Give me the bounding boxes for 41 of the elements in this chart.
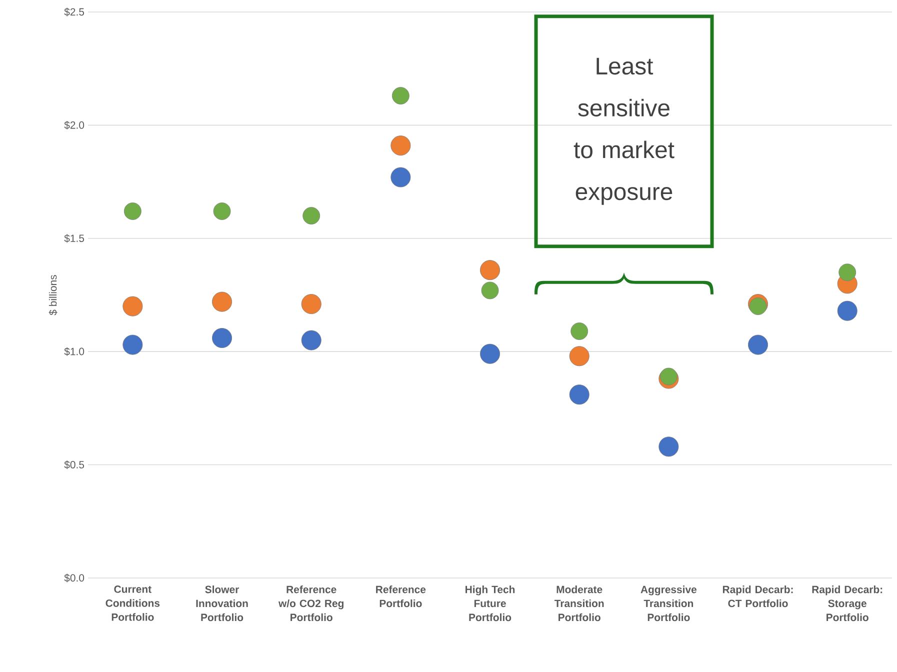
x-tick-label: Slower Innovation Portfolio bbox=[196, 586, 248, 622]
point bbox=[749, 298, 767, 316]
x-tick-label: High Tech Future Portfolio bbox=[466, 586, 515, 622]
x-tick-label: Reference Portfolio bbox=[376, 586, 426, 608]
point bbox=[124, 202, 142, 220]
point bbox=[480, 344, 500, 364]
x-tick-label: Current Conditions Portfolio bbox=[106, 586, 160, 621]
y-axis-title: $ billions bbox=[48, 275, 58, 316]
x-tick-label: Rapid Decarb: Storage Portfolio bbox=[812, 586, 882, 622]
point bbox=[570, 322, 588, 340]
point bbox=[212, 328, 232, 348]
y-tick-label: $1.0 bbox=[64, 347, 84, 356]
point bbox=[392, 87, 410, 104]
x-tick-label: Reference w/o CO2 Reg Portfolio bbox=[278, 586, 344, 622]
point bbox=[837, 300, 858, 321]
point bbox=[481, 282, 499, 300]
y-tick-label: $0.5 bbox=[64, 460, 84, 470]
y-tick-label: $1.5 bbox=[64, 234, 84, 243]
point bbox=[569, 346, 590, 366]
point bbox=[658, 436, 679, 457]
x-tick-label: Aggressive Transition Portfolio bbox=[640, 586, 697, 622]
point bbox=[301, 330, 322, 350]
y-tick-label: $2.0 bbox=[64, 120, 84, 130]
point bbox=[301, 294, 322, 314]
x-tick-label: Moderate Transition Portfolio bbox=[554, 586, 604, 622]
point bbox=[302, 207, 320, 224]
point bbox=[390, 136, 411, 156]
point bbox=[838, 264, 856, 282]
x-tick-label: Rapid Decarb: CT Portfolio bbox=[722, 586, 793, 608]
point bbox=[660, 368, 678, 386]
point bbox=[122, 334, 143, 355]
point bbox=[748, 334, 768, 355]
point bbox=[213, 202, 231, 220]
point bbox=[212, 292, 232, 312]
y-tick-label: $0.0 bbox=[64, 574, 84, 582]
point bbox=[569, 384, 590, 405]
point bbox=[390, 167, 411, 188]
point bbox=[480, 260, 500, 280]
text: Least sensitive to market exposure bbox=[574, 58, 674, 205]
y-tick-label: $2.5 bbox=[64, 8, 84, 16]
point bbox=[122, 296, 143, 316]
